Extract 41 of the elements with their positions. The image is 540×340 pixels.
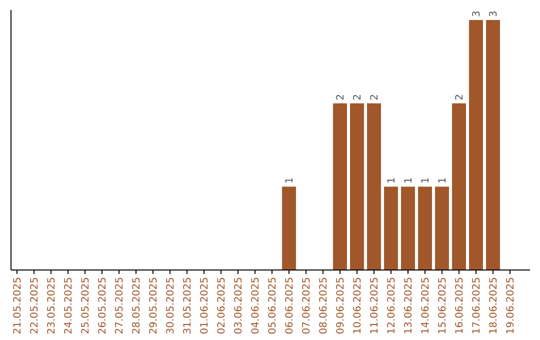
x-tick-label: 04.06.2025 — [250, 277, 262, 334]
x-tick-label: 24.05.2025 — [64, 277, 74, 334]
x-tick-label: 03.06.2025 — [234, 277, 244, 334]
x-tick-label: 18.06.2025 — [488, 277, 500, 334]
data-label: 3 — [472, 10, 482, 17]
x-tick-label: 22.05.2025 — [30, 277, 40, 334]
data-label: 1 — [438, 177, 448, 184]
data-label: 3 — [488, 10, 500, 17]
data-label: 2 — [352, 94, 364, 100]
x-tick-label: 01.06.2025 — [200, 277, 210, 334]
data-label: 1 — [420, 177, 432, 184]
data-label: 1 — [284, 177, 296, 184]
x-tick-label: 21.05.2025 — [12, 277, 24, 334]
x-tick-label: 27.05.2025 — [114, 277, 126, 334]
x-tick-label: 26.05.2025 — [98, 277, 108, 334]
x-tick-label: 12.06.2025 — [386, 277, 398, 334]
x-tick-label: 08.06.2025 — [318, 277, 330, 334]
x-tick-label: 14.06.2025 — [420, 277, 432, 334]
data-label: 2 — [370, 94, 380, 100]
x-tick-label: 31.05.2025 — [182, 277, 194, 334]
x-tick-label: 09.06.2025 — [336, 277, 346, 334]
x-tick-label: 02.06.2025 — [216, 277, 228, 334]
x-tick-label: 07.06.2025 — [302, 277, 312, 334]
data-label: 1 — [386, 177, 398, 184]
x-tick-label: 11.06.2025 — [370, 277, 380, 334]
x-tick-label: 28.05.2025 — [132, 277, 142, 334]
x-tick-label: 13.06.2025 — [404, 277, 414, 334]
x-tick-label: 25.05.2025 — [80, 277, 92, 334]
x-tick-label: 10.06.2025 — [352, 277, 364, 334]
x-tick-label: 05.06.2025 — [268, 277, 278, 334]
x-tick-label: 16.06.2025 — [454, 277, 466, 334]
x-tick-label: 19.06.2025 — [506, 277, 516, 334]
x-tick-label: 29.05.2025 — [148, 277, 160, 334]
data-label: 2 — [336, 94, 346, 100]
x-tick-label: 30.05.2025 — [166, 277, 176, 334]
x-tick-label: 06.06.2025 — [284, 277, 296, 334]
x-tick-label: 17.06.2025 — [472, 277, 482, 334]
data-label: 2 — [454, 94, 466, 100]
data-label: 1 — [404, 177, 414, 184]
x-tick-label: 23.05.2025 — [46, 277, 58, 334]
x-tick-label: 15.06.2025 — [438, 277, 448, 334]
